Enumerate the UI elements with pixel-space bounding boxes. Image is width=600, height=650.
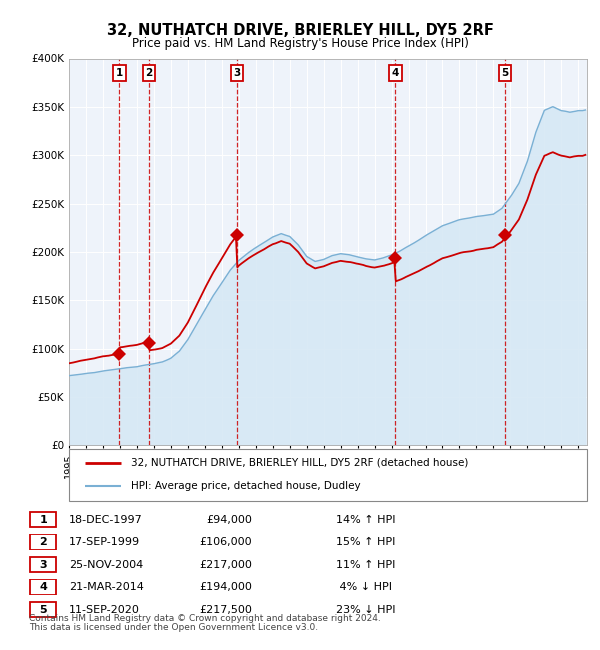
- FancyBboxPatch shape: [30, 557, 56, 572]
- Text: 1: 1: [116, 68, 123, 78]
- Text: 32, NUTHATCH DRIVE, BRIERLEY HILL, DY5 2RF: 32, NUTHATCH DRIVE, BRIERLEY HILL, DY5 2…: [107, 23, 493, 38]
- Text: 25-NOV-2004: 25-NOV-2004: [69, 560, 143, 569]
- Text: 5: 5: [502, 68, 509, 78]
- Text: 11-SEP-2020: 11-SEP-2020: [69, 604, 140, 614]
- Text: £217,500: £217,500: [199, 604, 252, 614]
- Text: 23% ↓ HPI: 23% ↓ HPI: [336, 604, 395, 614]
- FancyBboxPatch shape: [69, 448, 587, 500]
- Text: 3: 3: [233, 68, 241, 78]
- FancyBboxPatch shape: [30, 512, 56, 527]
- Text: 3: 3: [40, 560, 47, 569]
- Text: This data is licensed under the Open Government Licence v3.0.: This data is licensed under the Open Gov…: [29, 623, 318, 632]
- Text: 2: 2: [40, 537, 47, 547]
- FancyBboxPatch shape: [30, 602, 56, 617]
- Text: 14% ↑ HPI: 14% ↑ HPI: [336, 515, 395, 525]
- Text: Price paid vs. HM Land Registry's House Price Index (HPI): Price paid vs. HM Land Registry's House …: [131, 37, 469, 50]
- Text: 5: 5: [40, 604, 47, 614]
- FancyBboxPatch shape: [30, 534, 56, 550]
- Text: 4: 4: [39, 582, 47, 592]
- Text: 17-SEP-1999: 17-SEP-1999: [69, 537, 140, 547]
- Text: £106,000: £106,000: [199, 537, 252, 547]
- Text: 4% ↓ HPI: 4% ↓ HPI: [336, 582, 392, 592]
- Text: 2: 2: [145, 68, 152, 78]
- Text: 18-DEC-1997: 18-DEC-1997: [69, 515, 143, 525]
- Text: HPI: Average price, detached house, Dudley: HPI: Average price, detached house, Dudl…: [131, 482, 361, 491]
- Text: £94,000: £94,000: [206, 515, 252, 525]
- Text: 15% ↑ HPI: 15% ↑ HPI: [336, 537, 395, 547]
- Text: 4: 4: [392, 68, 399, 78]
- FancyBboxPatch shape: [30, 579, 56, 595]
- Text: £217,000: £217,000: [199, 560, 252, 569]
- Text: 32, NUTHATCH DRIVE, BRIERLEY HILL, DY5 2RF (detached house): 32, NUTHATCH DRIVE, BRIERLEY HILL, DY5 2…: [131, 458, 469, 467]
- Text: 21-MAR-2014: 21-MAR-2014: [69, 582, 144, 592]
- Text: 11% ↑ HPI: 11% ↑ HPI: [336, 560, 395, 569]
- Text: Contains HM Land Registry data © Crown copyright and database right 2024.: Contains HM Land Registry data © Crown c…: [29, 614, 380, 623]
- Text: 1: 1: [40, 515, 47, 525]
- Text: £194,000: £194,000: [199, 582, 252, 592]
